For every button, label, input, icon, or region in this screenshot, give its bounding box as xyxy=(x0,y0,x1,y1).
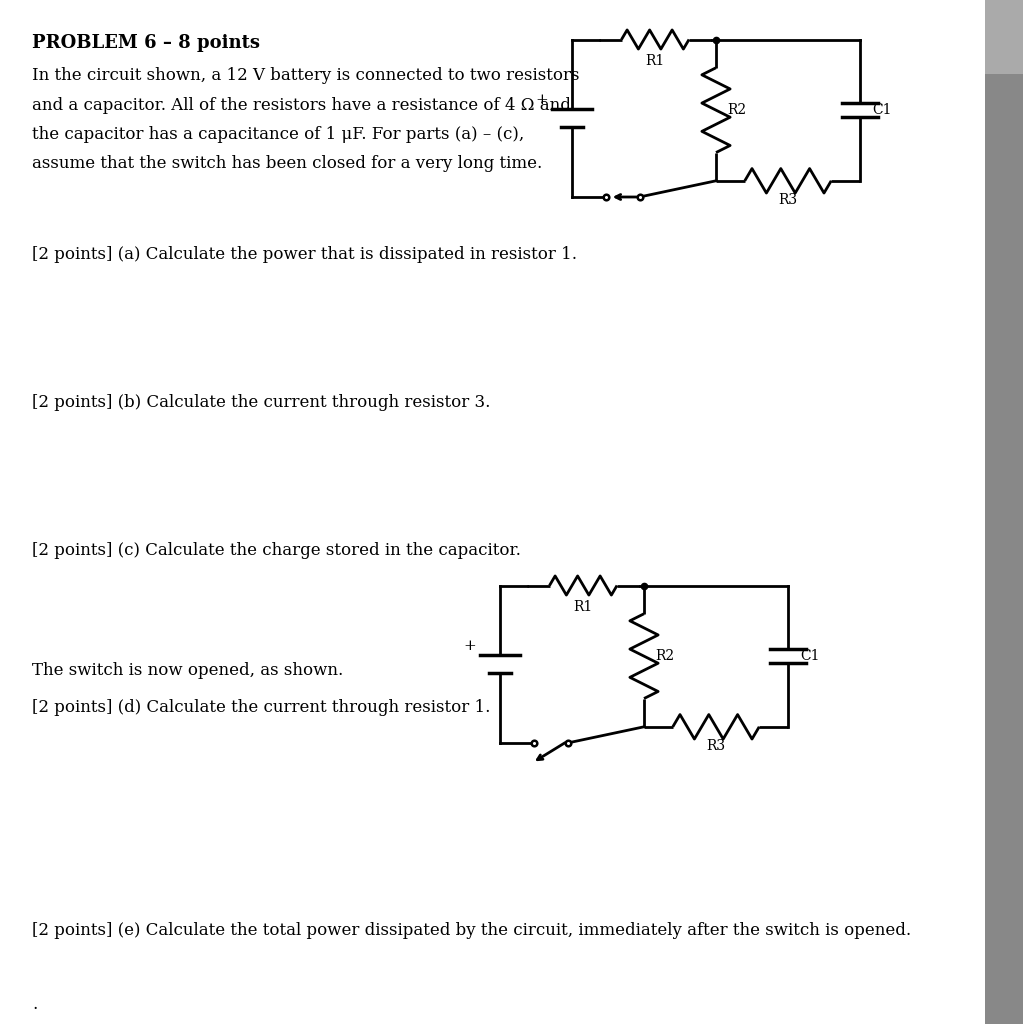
Text: .: . xyxy=(32,996,37,1013)
Text: +: + xyxy=(463,639,477,653)
Text: R3: R3 xyxy=(779,194,798,208)
Text: [2 points] (d) Calculate the current through resistor 1.: [2 points] (d) Calculate the current thr… xyxy=(32,699,490,716)
Bar xyxy=(985,0,1023,74)
Text: [2 points] (e) Calculate the total power dissipated by the circuit, immediately : [2 points] (e) Calculate the total power… xyxy=(32,922,911,939)
Text: In the circuit shown, a 12 V battery is connected to two resistors: In the circuit shown, a 12 V battery is … xyxy=(32,67,579,84)
Text: [2 points] (a) Calculate the power that is dissipated in resistor 1.: [2 points] (a) Calculate the power that … xyxy=(32,246,577,263)
Text: PROBLEM 6 – 8 points: PROBLEM 6 – 8 points xyxy=(32,34,260,52)
Text: C1: C1 xyxy=(873,103,892,117)
Text: [2 points] (c) Calculate the charge stored in the capacitor.: [2 points] (c) Calculate the charge stor… xyxy=(32,542,521,559)
Text: R3: R3 xyxy=(707,739,725,754)
Text: the capacitor has a capacitance of 1 μF. For parts (a) – (c),: the capacitor has a capacitance of 1 μF.… xyxy=(32,126,524,143)
Text: [2 points] (b) Calculate the current through resistor 3.: [2 points] (b) Calculate the current thr… xyxy=(32,394,490,411)
Bar xyxy=(985,0,1023,1024)
Text: assume that the switch has been closed for a very long time.: assume that the switch has been closed f… xyxy=(32,156,542,172)
Text: R1: R1 xyxy=(574,600,593,614)
Text: and a capacitor. All of the resistors have a resistance of 4 Ω and: and a capacitor. All of the resistors ha… xyxy=(32,96,571,114)
Text: R2: R2 xyxy=(656,649,675,664)
Text: +: + xyxy=(536,93,548,108)
Text: C1: C1 xyxy=(801,649,820,664)
Text: R2: R2 xyxy=(727,103,747,117)
Text: R1: R1 xyxy=(646,54,665,68)
Text: The switch is now opened, as shown.: The switch is now opened, as shown. xyxy=(32,662,344,679)
